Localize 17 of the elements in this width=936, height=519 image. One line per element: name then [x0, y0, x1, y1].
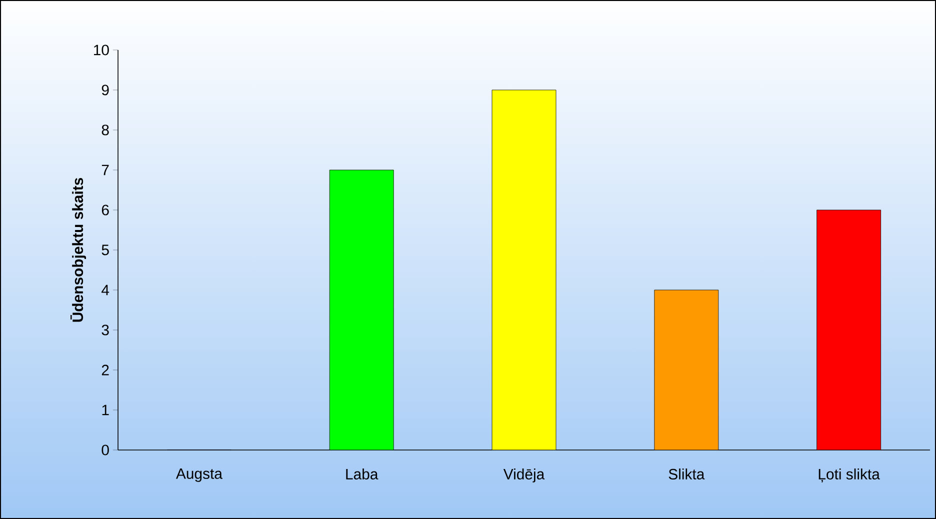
y-tick-label: 6 — [102, 204, 109, 216]
y-tick-label: 9 — [102, 84, 109, 96]
y-tick-label: 8 — [102, 124, 109, 136]
x-tick-label: Ļoti slikta — [818, 468, 880, 483]
y-tick-label: 4 — [102, 284, 110, 296]
y-tick-label: 1 — [102, 404, 109, 416]
y-tick-label: 7 — [102, 164, 109, 176]
y-tick-label: 2 — [102, 364, 109, 376]
y-tick-label: 5 — [102, 244, 109, 256]
x-tick-label: Laba — [346, 468, 378, 480]
x-tick-label: Augsta — [176, 468, 222, 482]
y-tick-label: 3 — [102, 324, 109, 336]
x-tick-label: Vidēja — [503, 468, 545, 482]
y-axis-title: Ūdensobjektu skaits — [70, 178, 86, 322]
y-tick-label: 10 — [94, 44, 109, 56]
x-tick-label: Slikta — [668, 468, 705, 480]
y-tick-label: 0 — [102, 444, 109, 456]
